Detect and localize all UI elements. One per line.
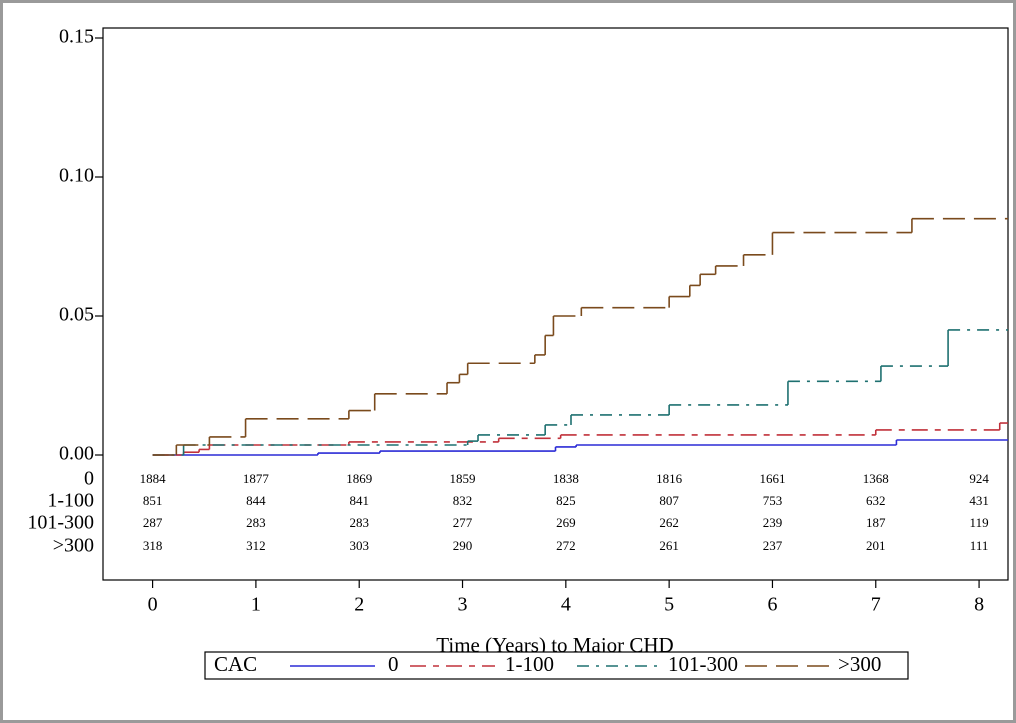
risk-count: 832 [453,493,473,508]
risk-group-label: 0 [84,468,94,490]
risk-count: 1859 [450,471,476,486]
risk-count: 201 [866,538,886,553]
legend-title: CAC [214,652,257,676]
risk-count: 237 [763,538,783,553]
y-tick-label: 0.10 [59,165,94,187]
x-tick-label: 3 [458,594,468,616]
risk-count: 1838 [553,471,579,486]
risk-count: 261 [659,538,679,553]
risk-count: 272 [556,538,576,553]
risk-count: 1368 [863,471,889,486]
legend-label: 1-100 [505,652,554,676]
x-tick-label: 6 [767,594,777,616]
risk-group-label: >300 [53,535,94,557]
y-tick-label: 0.15 [59,26,94,48]
risk-count: 111 [970,538,989,553]
y-tick-label: 0.05 [59,304,94,326]
x-tick-label: 8 [974,594,984,616]
risk-count: 187 [866,515,886,530]
y-tick-label: 0.00 [59,443,94,465]
plot-frame [102,27,1009,581]
risk-count: 807 [659,493,679,508]
x-tick-label: 1 [251,594,261,616]
risk-count: 287 [143,515,163,530]
risk-count: 119 [970,515,989,530]
risk-count: 753 [763,493,783,508]
legend-label: 101-300 [668,652,738,676]
risk-group-label: 101-300 [27,512,94,534]
risk-count: 1877 [243,471,270,486]
risk-count: 303 [349,538,369,553]
x-tick-label: 5 [664,594,674,616]
risk-count: 924 [969,471,989,486]
risk-count: 239 [763,515,783,530]
risk-count: 844 [246,493,266,508]
legend-label: >300 [838,652,881,676]
risk-count: 841 [349,493,369,508]
risk-count: 318 [143,538,163,553]
risk-count: 283 [349,515,369,530]
risk-count: 1869 [346,471,372,486]
risk-count: 312 [246,538,266,553]
risk-count: 825 [556,493,576,508]
risk-count: 431 [969,493,989,508]
risk-count: 283 [246,515,266,530]
risk-count: 1884 [140,471,167,486]
risk-count: 1816 [656,471,683,486]
x-tick-label: 7 [871,594,881,616]
risk-count: 269 [556,515,576,530]
x-tick-label: 4 [561,594,571,616]
x-tick-label: 2 [354,594,364,616]
risk-count: 290 [453,538,473,553]
risk-count: 262 [659,515,679,530]
risk-count: 851 [143,493,163,508]
risk-count: 1661 [759,471,785,486]
legend-label: 0 [388,652,399,676]
x-tick-label: 0 [148,594,158,616]
risk-count: 632 [866,493,886,508]
risk-count: 277 [453,515,473,530]
risk-group-label: 1-100 [47,490,94,512]
